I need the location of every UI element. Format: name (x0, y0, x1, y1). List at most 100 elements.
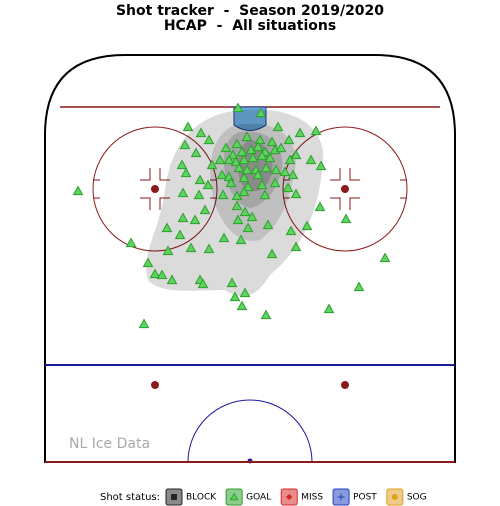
shot-marker (241, 131, 253, 142)
center-circle (187, 399, 313, 463)
faceoff-dot (151, 185, 159, 193)
shot-marker (72, 185, 84, 196)
shot-marker (391, 494, 398, 500)
shot-marker (197, 278, 209, 289)
shot-marker (161, 222, 173, 233)
shot-marker (199, 204, 211, 215)
shot-marker (238, 154, 250, 165)
shot-marker (230, 156, 242, 167)
shot-marker (241, 164, 253, 175)
shot-marker (171, 494, 177, 500)
shot-marker (194, 174, 206, 185)
shot-marker (283, 134, 295, 145)
hash-marks (93, 168, 217, 210)
faceoff-circle (92, 126, 218, 252)
shot-marker (260, 309, 272, 320)
shot-marker (340, 213, 352, 224)
shot-marker (217, 189, 229, 200)
shot-marker (337, 493, 345, 501)
shot-marker (275, 142, 287, 153)
faceoff-dot (341, 185, 349, 193)
shot-marker (229, 291, 241, 302)
shot-marker (236, 300, 248, 311)
shot-marker (138, 318, 150, 329)
shot-marker (242, 181, 254, 192)
shot-marker (232, 102, 244, 113)
neutral-dot (341, 381, 349, 389)
shot-marker (231, 200, 243, 211)
shot-marker (166, 274, 178, 285)
shot-marker (193, 189, 205, 200)
legend-label: POST (353, 493, 377, 503)
shot-marker (301, 220, 313, 231)
shot-marker (214, 154, 226, 165)
shot-marker (266, 136, 278, 147)
shot-marker (189, 214, 201, 225)
shot-marker (179, 139, 191, 150)
shot-marker (142, 257, 154, 268)
shot-marker (203, 134, 215, 145)
shot-marker (190, 147, 202, 158)
shot-marker (174, 229, 186, 240)
shot-marker (264, 152, 276, 163)
shot-marker (252, 141, 264, 152)
shot-marker (314, 201, 326, 212)
shot-marker (286, 493, 293, 501)
shot-marker (272, 121, 284, 132)
legend-label: SOG (407, 493, 427, 503)
shot-marker (287, 169, 299, 180)
hash-marks (283, 168, 407, 210)
shot-marker (290, 241, 302, 252)
shot-marker (252, 169, 264, 180)
shot-marker (294, 127, 306, 138)
shot-marker (216, 169, 228, 180)
shot-marker (323, 303, 335, 314)
shot-marker (232, 214, 244, 225)
neutral-dot (151, 381, 159, 389)
shot-marker (180, 167, 192, 178)
chart-title: Shot tracker - Season 2019/2020 (116, 3, 384, 19)
shot-marker (279, 166, 291, 177)
shot-marker (185, 242, 197, 253)
shot-marker (225, 177, 237, 188)
faceoff-circle (282, 126, 408, 252)
shot-marker (220, 142, 232, 153)
shot-marker (235, 234, 247, 245)
shot-marker (239, 206, 251, 217)
shot-marker (256, 179, 268, 190)
shot-marker (290, 188, 302, 199)
shot-marker (315, 160, 327, 171)
shot-marker (247, 152, 259, 163)
shot-marker (246, 211, 258, 222)
shot-marker (238, 186, 250, 197)
shot-marker (233, 162, 245, 173)
shot-marker (202, 179, 214, 190)
shot-marker (176, 159, 188, 170)
shot-marker (310, 125, 322, 136)
shot-marker (255, 107, 267, 118)
shot-marker (229, 492, 239, 501)
shot-marker (379, 252, 391, 263)
shot-marker (125, 237, 137, 248)
chart-subtitle: HCAP - All situations (164, 18, 336, 34)
density (146, 109, 324, 297)
shot-marker (162, 245, 174, 256)
shot-marker (149, 268, 161, 279)
shot-marker (245, 144, 257, 155)
shot-marker (290, 149, 302, 160)
shot-marker (239, 287, 251, 298)
rink (44, 54, 456, 464)
shot-marker (206, 159, 218, 170)
legend-label: GOAL (246, 493, 271, 503)
shot-marker (259, 189, 271, 200)
shot-marker (266, 248, 278, 259)
shot-marker (223, 154, 235, 165)
shot-marker (242, 222, 254, 233)
shot-marker (156, 269, 168, 280)
shot-marker (284, 154, 296, 165)
shot-marker (270, 164, 282, 175)
legend-title: Shot status: (100, 492, 160, 503)
shot-marker (227, 149, 239, 160)
shot-marker (238, 172, 250, 183)
